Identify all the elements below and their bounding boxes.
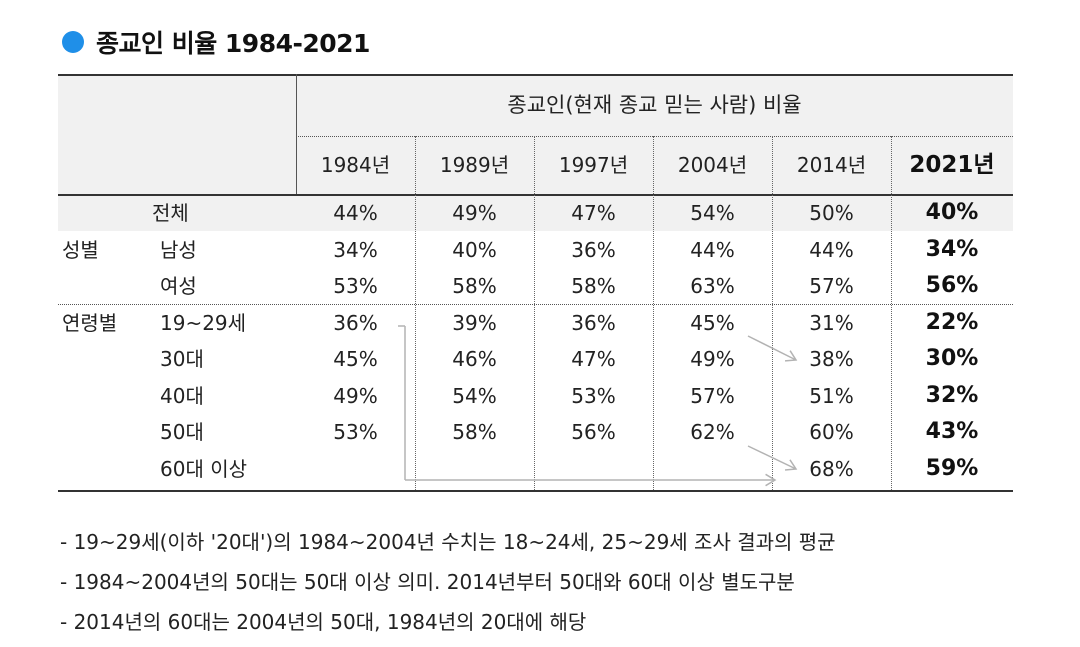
table-cell: 57% <box>809 274 854 298</box>
year-column-divider <box>653 136 654 490</box>
table-cell: 62% <box>690 420 735 444</box>
row-group-label: 연령별 <box>62 310 118 335</box>
table-cell: 31% <box>809 310 854 335</box>
table-cell: 39% <box>452 310 497 335</box>
row-label: 30대 <box>160 347 204 371</box>
footnotes: - 19~29세(이하 '20대')의 1984~2004년 수치는 18~24… <box>60 522 836 642</box>
table-cell: 43% <box>925 419 979 444</box>
bullet-icon <box>62 31 84 53</box>
religion-table: 종교인(현재 종교 믿는 사람) 비율 1984년 1989년 1997년 2004년 2… <box>58 74 1013 500</box>
table-cell: 40% <box>925 200 979 225</box>
row-group-label: 성별 <box>62 237 99 262</box>
row-label: 남성 <box>160 237 197 262</box>
year-header: 2021년 <box>909 152 995 178</box>
total-row-shade <box>58 194 1013 231</box>
table-cell: 68% <box>809 456 854 481</box>
row-label: 50대 <box>160 420 204 444</box>
footnote-2: - 1984~2004년의 50대는 50대 이상 의미. 2014년부터 50… <box>60 570 795 594</box>
year-header: 1997년 <box>558 153 629 177</box>
table-cell: 30% <box>925 346 979 371</box>
table-cell: 47% <box>571 347 616 371</box>
cohort-arrowhead <box>784 350 798 362</box>
table-bottom-border <box>58 490 1013 492</box>
table-cell: 56% <box>571 420 616 444</box>
table-cell: 57% <box>690 383 735 408</box>
table-top-border <box>58 74 1013 76</box>
age-group-divider <box>58 303 1013 305</box>
title-row: 종교인 비율 1984-2021 <box>62 24 370 60</box>
table-cell: 58% <box>571 274 616 298</box>
table-cell: 49% <box>452 201 497 225</box>
year-column-divider <box>772 136 773 490</box>
table-cell: 53% <box>333 274 378 298</box>
table-cell: 60% <box>809 420 854 444</box>
table-cell: 58% <box>452 274 497 298</box>
row-label: 60대 이상 <box>160 456 248 481</box>
table-cell: 50% <box>809 201 854 225</box>
table-cell: 58% <box>452 420 497 444</box>
table-cell: 54% <box>690 201 735 225</box>
table-cell: 53% <box>571 383 616 408</box>
year-column-divider <box>534 136 535 490</box>
header-bottom-border <box>58 194 1013 196</box>
table-cell: 59% <box>925 455 979 481</box>
table-cell: 56% <box>925 273 979 298</box>
year-header: 2014년 <box>796 153 867 177</box>
table-cell: 44% <box>809 237 854 262</box>
table-cell: 36% <box>333 310 378 335</box>
table-cell: 44% <box>333 201 378 225</box>
group-divider <box>296 136 1013 137</box>
table-cell: 38% <box>809 347 854 371</box>
year-header: 2004년 <box>677 153 748 177</box>
header-shade <box>58 74 1013 194</box>
year-column-divider <box>415 136 416 490</box>
table-cell: 45% <box>690 310 735 335</box>
row-label: 전체 <box>152 201 189 225</box>
table-cell: 49% <box>690 347 735 371</box>
row-label: 40대 <box>160 383 204 408</box>
footnote-1: - 19~29세(이하 '20대')의 1984~2004년 수치는 18~24… <box>60 530 836 554</box>
footnote-3: - 2014년의 60대는 2004년의 50대, 1984년의 20대에 해당 <box>60 610 587 634</box>
cohort-arrowhead <box>765 473 777 487</box>
table-cell: 44% <box>690 237 735 262</box>
year-header: 1984년 <box>320 153 391 177</box>
table-cell: 51% <box>809 383 854 408</box>
table-cell: 34% <box>333 237 378 262</box>
table-cell: 40% <box>452 237 497 262</box>
table-cell: 36% <box>571 237 616 262</box>
cohort-arrow-line <box>747 335 797 361</box>
table-cell: 63% <box>690 274 735 298</box>
year-header: 1989년 <box>439 153 510 177</box>
row-label: 여성 <box>160 274 197 298</box>
chart-title: 종교인 비율 1984-2021 <box>96 29 370 58</box>
table-cell: 54% <box>452 383 497 408</box>
table-cell: 22% <box>925 309 979 335</box>
table-cell: 53% <box>333 420 378 444</box>
table-cell: 36% <box>571 310 616 335</box>
column-group-header: 종교인(현재 종교 믿는 사람) 비율 <box>507 93 802 117</box>
table-cell: 45% <box>333 347 378 371</box>
row-label: 19~29세 <box>160 310 247 335</box>
cohort-arrowhead <box>784 459 798 471</box>
label-column-divider <box>296 74 297 194</box>
table-cell: 46% <box>452 347 497 371</box>
table-cell: 47% <box>571 201 616 225</box>
year-column-divider <box>891 136 892 490</box>
table-cell: 49% <box>333 383 378 408</box>
table-cell: 34% <box>925 236 979 262</box>
cohort-arrows <box>398 325 798 487</box>
cohort-arrow-line <box>747 445 797 470</box>
table-cell: 32% <box>925 382 979 408</box>
